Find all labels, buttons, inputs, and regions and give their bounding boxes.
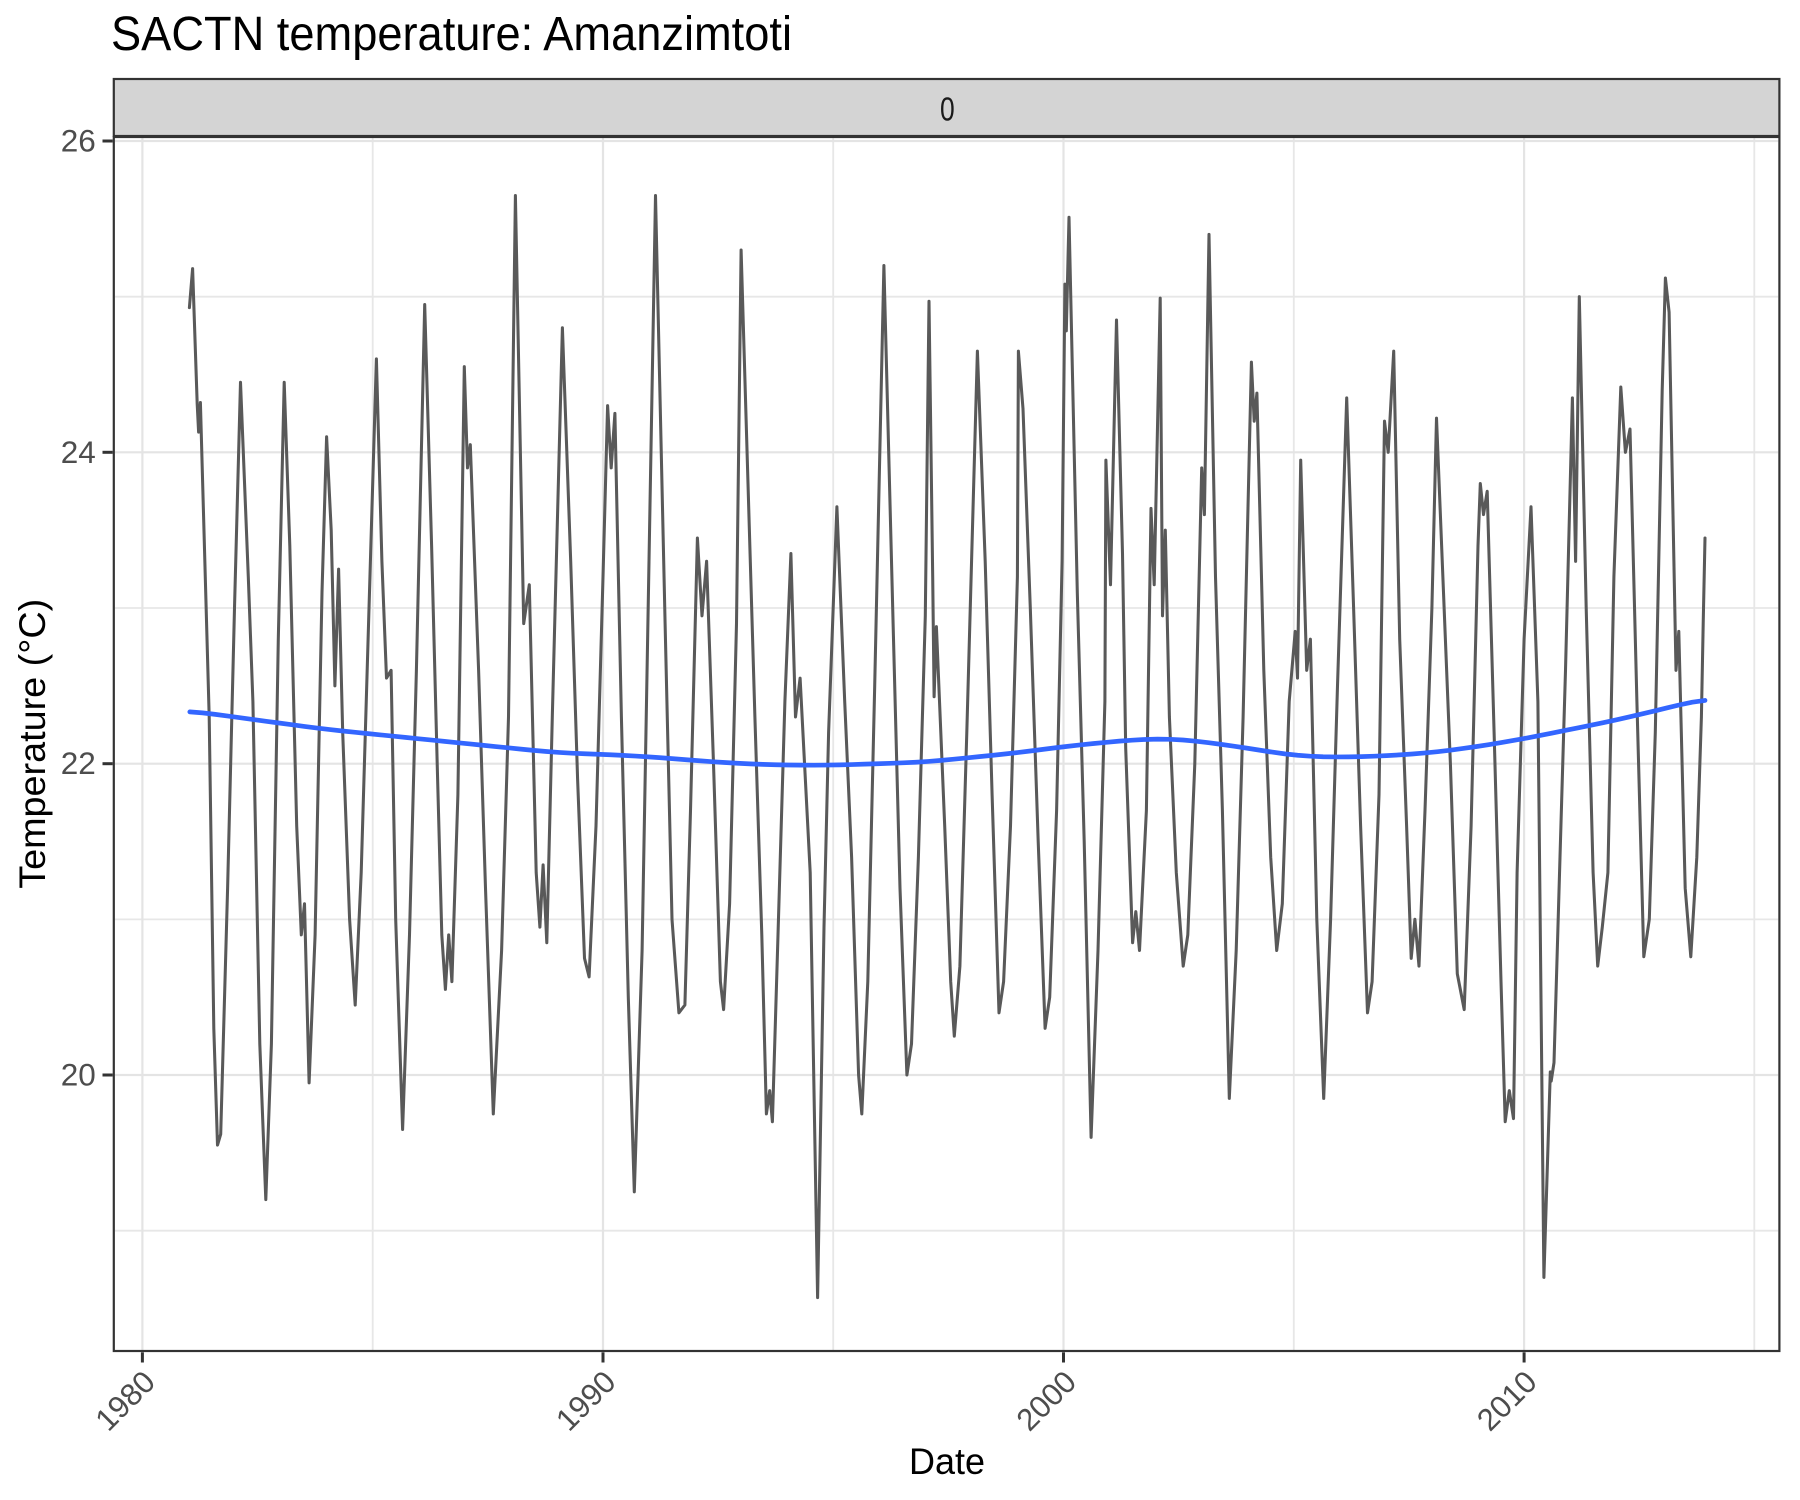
- svg-text:Date: Date: [909, 1440, 985, 1482]
- svg-text:22: 22: [61, 745, 96, 781]
- svg-text:26: 26: [61, 123, 96, 159]
- svg-text:24: 24: [61, 434, 96, 470]
- svg-text:20: 20: [61, 1057, 96, 1093]
- svg-text:SACTN temperature: Amanzimtoti: SACTN temperature: Amanzimtoti: [111, 8, 792, 61]
- svg-text:0: 0: [940, 90, 955, 127]
- svg-text:Temperature (°C): Temperature (°C): [11, 599, 53, 889]
